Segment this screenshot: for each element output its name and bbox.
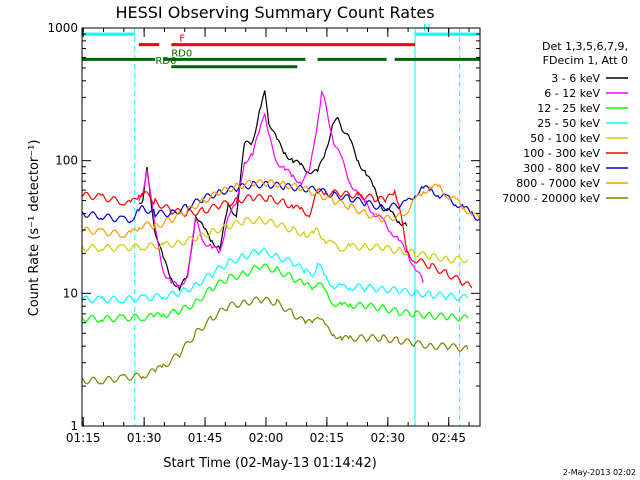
x-tick-label: 02:45 xyxy=(431,431,466,445)
status-bar-label: RD6 xyxy=(155,56,176,67)
chart-title: HESSI Observing Summary Count Rates xyxy=(115,3,434,22)
y-tick-label: 1 xyxy=(70,419,78,433)
x-tick-label: 01:15 xyxy=(66,431,101,445)
legend-entry: 25 - 50 keV xyxy=(537,117,600,130)
legend-entry: 50 - 100 keV xyxy=(530,132,600,145)
series-line-8 xyxy=(81,296,469,385)
series-lines xyxy=(81,90,481,385)
y-tick-label: 1000 xyxy=(47,21,78,35)
x-axis-label: Start Time (02-May-13 01:14:42) xyxy=(163,456,377,471)
legend-header: Det 1,3,5,6,7,9, xyxy=(542,40,628,53)
plot-frame xyxy=(81,27,481,427)
series-line-3 xyxy=(81,248,469,304)
x-tick-label: 02:30 xyxy=(371,431,406,445)
legend-entry: 12 - 25 keV xyxy=(537,102,600,115)
plot-timestamp: 2-May-2013 02:02 xyxy=(563,468,636,477)
legend-entry: 300 - 800 keV xyxy=(523,162,600,175)
series-line-1 xyxy=(138,90,424,289)
legend-entry: 7000 - 20000 keV xyxy=(502,192,600,205)
x-tick-label: 02:00 xyxy=(249,431,284,445)
y-tick-labels: 1 10 100 1000 xyxy=(47,21,78,433)
legend-entry: 6 - 12 keV xyxy=(544,87,600,100)
y-tick-label: 100 xyxy=(55,154,78,168)
status-bar-label: RD0 xyxy=(171,48,192,59)
marker-lines xyxy=(134,28,461,426)
status-bar-label: F xyxy=(179,34,185,45)
legend-header: FDecim 1, Att 0 xyxy=(543,54,628,67)
x-tick-label: 01:30 xyxy=(127,431,162,445)
status-bar-label: N xyxy=(423,23,430,34)
legend: Det 1,3,5,6,7,9,FDecim 1, Att 0 3 - 6 keV… xyxy=(502,40,628,205)
x-tick-labels: 01:15 01:30 01:45 02:00 02:15 02:30 02:45 xyxy=(66,431,466,445)
axes xyxy=(81,27,481,427)
series-line-7 xyxy=(81,179,481,238)
y-tick-label: 10 xyxy=(63,286,78,300)
x-tick-label: 01:45 xyxy=(188,431,223,445)
legend-entry: 100 - 300 keV xyxy=(523,147,600,160)
series-line-5 xyxy=(81,188,473,289)
x-tick-label: 02:15 xyxy=(310,431,345,445)
legend-entry: 800 - 7000 keV xyxy=(516,177,600,190)
series-line-2 xyxy=(81,263,469,323)
series-line-0 xyxy=(138,90,408,292)
legend-entry: 3 - 6 keV xyxy=(551,72,600,85)
series-line-4 xyxy=(81,215,469,264)
y-axis-label: Count Rate (s⁻¹ detector⁻¹) xyxy=(27,140,42,317)
